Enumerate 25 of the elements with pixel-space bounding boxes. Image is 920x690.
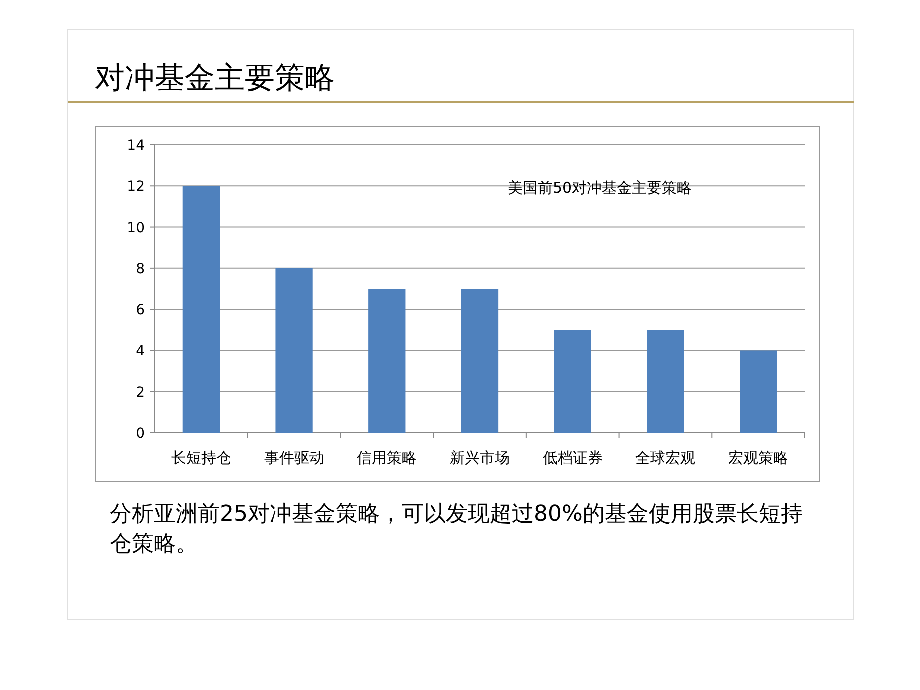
x-tick-label: 信用策略 xyxy=(357,449,418,467)
text: 美国前50对冲基金主要策略 xyxy=(508,179,692,197)
bar xyxy=(740,350,778,433)
y-tick-label: 10 xyxy=(127,220,145,236)
chart-title: 对冲基金主要策略 xyxy=(95,61,335,96)
x-tick-label: 事件驱动 xyxy=(264,449,324,467)
x-tick-label: 全球宏观 xyxy=(636,449,696,467)
bar xyxy=(554,330,592,433)
y-tick-label: 6 xyxy=(136,302,146,319)
bar xyxy=(276,268,313,433)
y-tick-label: 0 xyxy=(136,426,145,442)
y-tick-label: 14 xyxy=(127,138,146,154)
bar xyxy=(368,289,406,433)
x-tick-label: 宏观策略 xyxy=(728,449,789,467)
y-tick-label: 12 xyxy=(127,179,145,196)
bar xyxy=(647,330,684,433)
text: 分析亚洲前25对冲基金策略，可以发现超过80%的基金使用股票长短持仓策略。 xyxy=(110,501,804,559)
bar xyxy=(461,289,499,433)
bar xyxy=(182,186,220,433)
x-tick-label: 长短持仓 xyxy=(171,449,232,467)
y-tick-label: 4 xyxy=(136,344,146,360)
y-tick-label: 2 xyxy=(136,384,145,401)
x-tick-label: 新兴市场 xyxy=(450,449,510,467)
x-tick-label: 低档证券 xyxy=(542,449,603,467)
y-tick-label: 8 xyxy=(136,261,145,278)
